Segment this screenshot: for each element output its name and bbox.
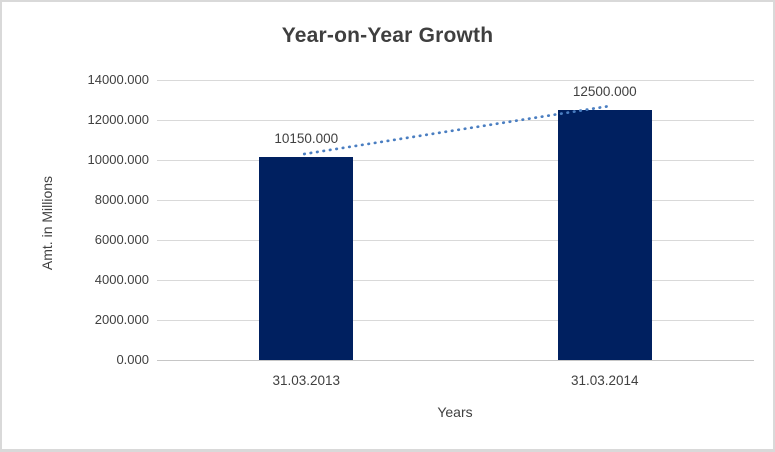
- gridline: [157, 159, 754, 161]
- y-tick-label: 0.000: [116, 352, 149, 367]
- y-tick-label: 4000.000: [94, 272, 149, 287]
- gridline: [157, 119, 754, 121]
- y-tick-label: 6000.000: [94, 232, 149, 247]
- data-label: 10150.000: [274, 131, 339, 146]
- y-tick-label: 12000.000: [87, 112, 149, 127]
- gridline: [157, 79, 754, 81]
- gridline: [157, 319, 754, 321]
- bar-31.03.2013: [259, 157, 354, 360]
- x-tick-label: 31.03.2014: [570, 373, 639, 388]
- x-axis-line: [157, 359, 754, 361]
- y-tick-label: 2000.000: [94, 312, 149, 327]
- data-label: 12500.000: [572, 84, 637, 99]
- gridline: [157, 239, 754, 241]
- y-tick-label: 10000.000: [87, 152, 149, 167]
- y-tick-label: 8000.000: [94, 192, 149, 207]
- gridline: [157, 279, 754, 281]
- y-tick-label: 14000.000: [87, 72, 149, 87]
- x-axis-title: Years: [437, 404, 473, 420]
- bar-31.03.2014: [557, 110, 652, 360]
- gridline: [157, 199, 754, 201]
- x-tick-label: 31.03.2013: [272, 373, 341, 388]
- chart-title: Year-on-Year Growth: [281, 24, 494, 47]
